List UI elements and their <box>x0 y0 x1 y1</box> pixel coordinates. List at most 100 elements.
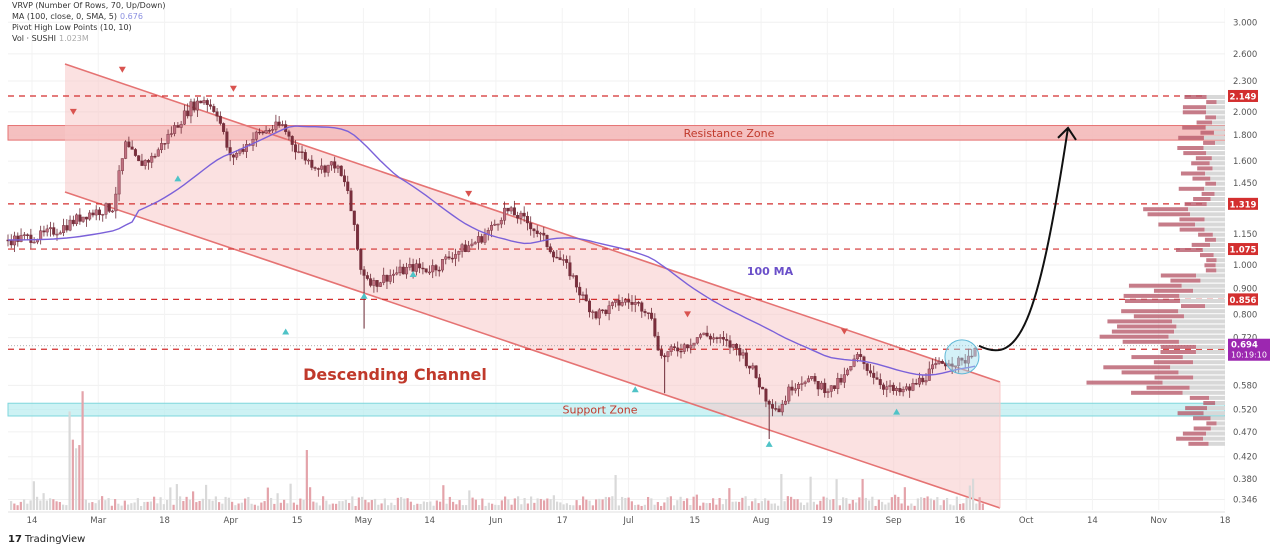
candle-body <box>349 190 353 212</box>
volume-bar <box>471 497 474 510</box>
candle-body <box>329 161 333 166</box>
candle-body <box>339 165 343 176</box>
volume-bar <box>205 484 208 510</box>
volume-bar <box>266 487 269 510</box>
volume-bar <box>608 497 611 510</box>
price-level-badge <box>1228 243 1258 256</box>
vrvp-bar-down <box>1179 299 1225 303</box>
candle-body <box>607 305 611 314</box>
candle-body <box>934 363 938 366</box>
volume-bar <box>812 501 815 510</box>
legend-row-pivots[interactable]: Pivot High Low Points (10, 10) <box>12 22 165 33</box>
candle-body <box>411 264 415 272</box>
vrvp-bar-down <box>1213 253 1225 258</box>
tradingview-footer[interactable]: 17 TradingView <box>8 534 85 545</box>
volume-bar <box>16 505 19 510</box>
legend-row-volume[interactable]: Vol · SUSHI 1.023M <box>12 33 165 44</box>
volume-bar <box>676 500 679 510</box>
volume-bar <box>458 500 461 510</box>
candle-body <box>418 263 422 269</box>
vrvp-bar-down <box>1215 401 1225 405</box>
x-tick-label: Oct <box>1019 516 1034 526</box>
vrvp-bar-up <box>1192 176 1211 181</box>
vrvp-bar-down <box>1216 268 1225 273</box>
candle-body <box>872 372 876 378</box>
volume-bar <box>718 498 721 510</box>
vrvp-bar-down <box>1203 135 1225 140</box>
volume-bar <box>335 503 338 510</box>
volume-bar <box>279 502 282 510</box>
volume-bar <box>396 497 399 510</box>
volume-bar <box>491 503 494 510</box>
volume-bar <box>461 505 464 510</box>
volume-bar <box>257 505 260 510</box>
volume-bar <box>182 501 185 510</box>
candle-body <box>797 384 801 389</box>
volume-bar <box>708 503 711 510</box>
vrvp-bar-down <box>1183 314 1225 319</box>
candle-body <box>578 286 582 296</box>
candle-body <box>467 245 471 253</box>
x-tick-label: 14 <box>1087 516 1098 526</box>
projection-arrowhead <box>1057 126 1077 141</box>
volume-bar <box>851 499 854 510</box>
volume-bar <box>978 497 981 510</box>
vrvp-bar-down <box>1176 324 1225 329</box>
candle-body <box>437 269 441 272</box>
candle-body <box>274 121 278 130</box>
volume-bar <box>617 505 620 510</box>
candle-body <box>826 391 830 394</box>
volume-bar <box>799 502 802 510</box>
vrvp-bar-down <box>1212 166 1225 171</box>
vrvp-bar-down <box>1193 375 1225 380</box>
volume-bar <box>692 496 695 510</box>
volume-bar <box>10 501 13 510</box>
volume-bar <box>871 496 874 510</box>
legend-row-vrvp[interactable]: VRVP (Number Of Rows, 70, Up/Down) <box>12 0 165 11</box>
candle-body <box>365 275 369 279</box>
candle-body <box>757 377 761 388</box>
candle-body <box>731 343 735 348</box>
volume-bar <box>838 505 841 510</box>
candle-body <box>777 408 781 413</box>
candle-body <box>646 312 650 314</box>
volume-profile <box>1086 95 1225 446</box>
candle-body <box>744 352 748 367</box>
volume-bar <box>504 496 507 510</box>
candle-body <box>790 386 794 391</box>
volume-bar <box>318 505 321 510</box>
volume-bar <box>832 499 835 510</box>
volume-bar <box>835 479 838 510</box>
volume-bar <box>409 501 412 510</box>
volume-bar <box>601 499 604 510</box>
legend-row-ma[interactable]: MA (100, close, 0, SMA, 5) 0.676 <box>12 11 165 22</box>
volume-bar <box>939 505 942 510</box>
volume-bar <box>130 503 133 510</box>
vrvp-bar-up <box>1182 105 1207 110</box>
volume-bar <box>214 496 217 510</box>
volume-bar <box>803 504 806 510</box>
candle-body <box>780 404 784 413</box>
candle-body <box>496 223 500 226</box>
vrvp-bar-up <box>1177 146 1204 150</box>
vrvp-bar-down <box>1210 242 1225 247</box>
vrvp-bar-up <box>1193 416 1211 421</box>
channel-lower-line <box>64 191 1001 509</box>
volume-bar <box>725 498 728 510</box>
y-tick-label: 3.000 <box>1233 18 1257 28</box>
vrvp-bar-down <box>1190 212 1225 217</box>
vrvp-bar-up <box>1177 411 1204 416</box>
y-tick-label: 1.600 <box>1233 157 1257 167</box>
volume-bar <box>253 504 256 510</box>
volume-bar <box>790 496 793 510</box>
volume-bar <box>497 505 500 510</box>
candle-body <box>525 215 529 224</box>
volume-bar <box>94 503 97 510</box>
x-tick-label: Mar <box>90 516 107 526</box>
volume-bar <box>367 502 370 510</box>
candle-body <box>32 241 36 244</box>
volume-bar <box>370 500 373 510</box>
volume-bar <box>153 496 156 510</box>
candle-body <box>555 256 559 259</box>
